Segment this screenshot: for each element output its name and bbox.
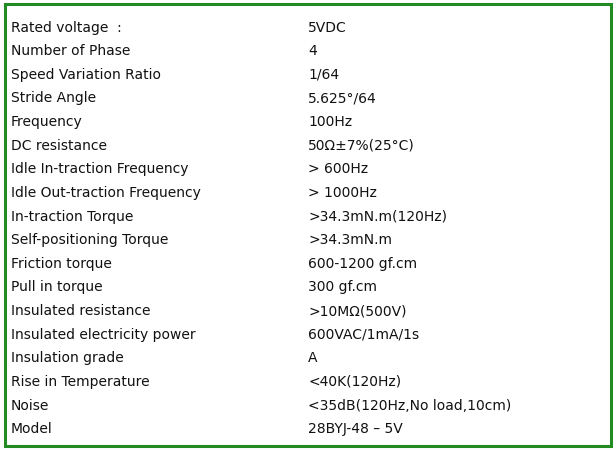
- Text: Insulated resistance: Insulated resistance: [11, 304, 150, 318]
- Text: Speed Variation Ratio: Speed Variation Ratio: [11, 68, 161, 82]
- Text: >34.3mN.m(120Hz): >34.3mN.m(120Hz): [308, 210, 447, 224]
- Text: 1/64: 1/64: [308, 68, 339, 82]
- Text: Rated voltage  :: Rated voltage :: [11, 21, 122, 35]
- Text: Self-positioning Torque: Self-positioning Torque: [11, 233, 168, 247]
- Text: 100Hz: 100Hz: [308, 115, 352, 129]
- Text: > 1000Hz: > 1000Hz: [308, 186, 377, 200]
- Text: Model: Model: [11, 422, 53, 436]
- Text: Idle Out-traction Frequency: Idle Out-traction Frequency: [11, 186, 201, 200]
- Text: Frequency: Frequency: [11, 115, 83, 129]
- Text: Stride Angle: Stride Angle: [11, 91, 96, 105]
- Text: 4: 4: [308, 44, 317, 58]
- Text: Number of Phase: Number of Phase: [11, 44, 131, 58]
- Text: Pull in torque: Pull in torque: [11, 280, 103, 294]
- Text: Rise in Temperature: Rise in Temperature: [11, 375, 150, 389]
- Text: <35dB(120Hz,No load,10cm): <35dB(120Hz,No load,10cm): [308, 399, 511, 413]
- Text: 5.625°/64: 5.625°/64: [308, 91, 377, 105]
- Text: 300 gf.cm: 300 gf.cm: [308, 280, 377, 294]
- Text: Noise: Noise: [11, 399, 49, 413]
- Text: In-traction Torque: In-traction Torque: [11, 210, 134, 224]
- Text: Idle In-traction Frequency: Idle In-traction Frequency: [11, 162, 188, 176]
- Text: Friction torque: Friction torque: [11, 257, 112, 271]
- Text: >10MΩ(500V): >10MΩ(500V): [308, 304, 407, 318]
- Text: 28BYJ-48 – 5V: 28BYJ-48 – 5V: [308, 422, 403, 436]
- Text: 5VDC: 5VDC: [308, 21, 347, 35]
- Text: DC resistance: DC resistance: [11, 139, 107, 153]
- Text: > 600Hz: > 600Hz: [308, 162, 368, 176]
- Text: Insulation grade: Insulation grade: [11, 351, 124, 365]
- Text: 50Ω±7%(25°C): 50Ω±7%(25°C): [308, 139, 415, 153]
- Text: Insulated electricity power: Insulated electricity power: [11, 328, 196, 342]
- Text: >34.3mN.m: >34.3mN.m: [308, 233, 392, 247]
- Text: A: A: [308, 351, 317, 365]
- Text: 600-1200 gf.cm: 600-1200 gf.cm: [308, 257, 417, 271]
- Text: <40K(120Hz): <40K(120Hz): [308, 375, 401, 389]
- Text: 600VAC/1mA/1s: 600VAC/1mA/1s: [308, 328, 419, 342]
